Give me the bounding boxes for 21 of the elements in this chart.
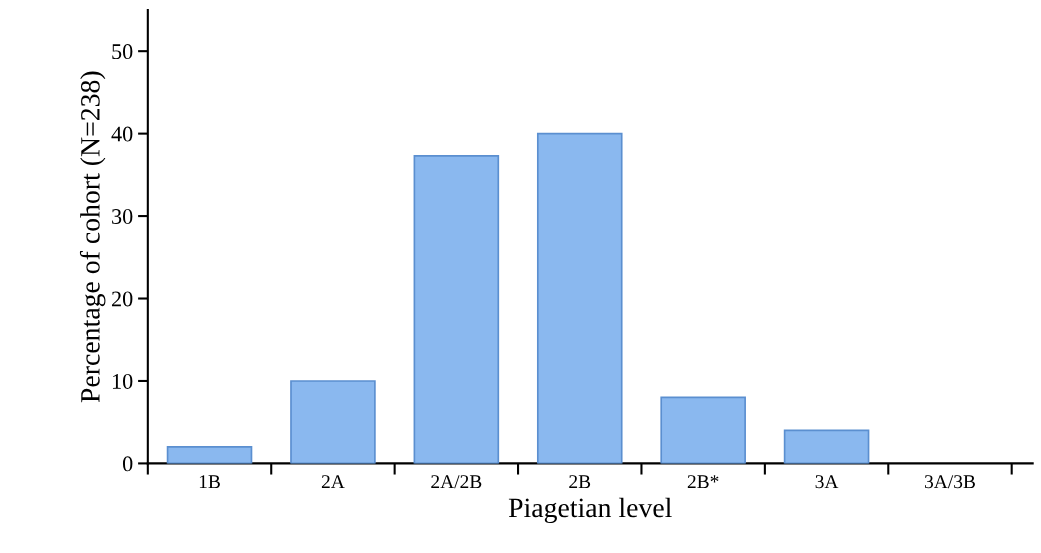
y-tick-label: 30 [112, 209, 133, 224]
x-tick-label: 2A [321, 475, 345, 489]
bar [660, 396, 746, 464]
bar [166, 446, 253, 464]
y-tick-label: 20 [111, 291, 133, 307]
x-axis-title: Piagetian level [508, 497, 672, 523]
y-axis-title: Percentage of cohort (N=238) [79, 71, 106, 403]
bar [536, 132, 623, 464]
y-tick-label: 10 [112, 373, 133, 389]
y-tick-label: 40 [111, 126, 133, 142]
x-tick-label: 3A [815, 475, 839, 489]
x-tick-label: 2B [569, 475, 591, 489]
x-tick-label: 2A/2B [431, 475, 482, 489]
x-tick-label: 3A/3B [924, 475, 975, 489]
bar [783, 429, 870, 464]
bar [290, 380, 376, 464]
x-tick-label: 1B [199, 475, 220, 489]
y-tick-label: 0 [122, 456, 133, 472]
x-tick-label: 2B* [687, 475, 719, 489]
y-tick-label: 50 [112, 44, 133, 60]
bar [413, 155, 500, 464]
